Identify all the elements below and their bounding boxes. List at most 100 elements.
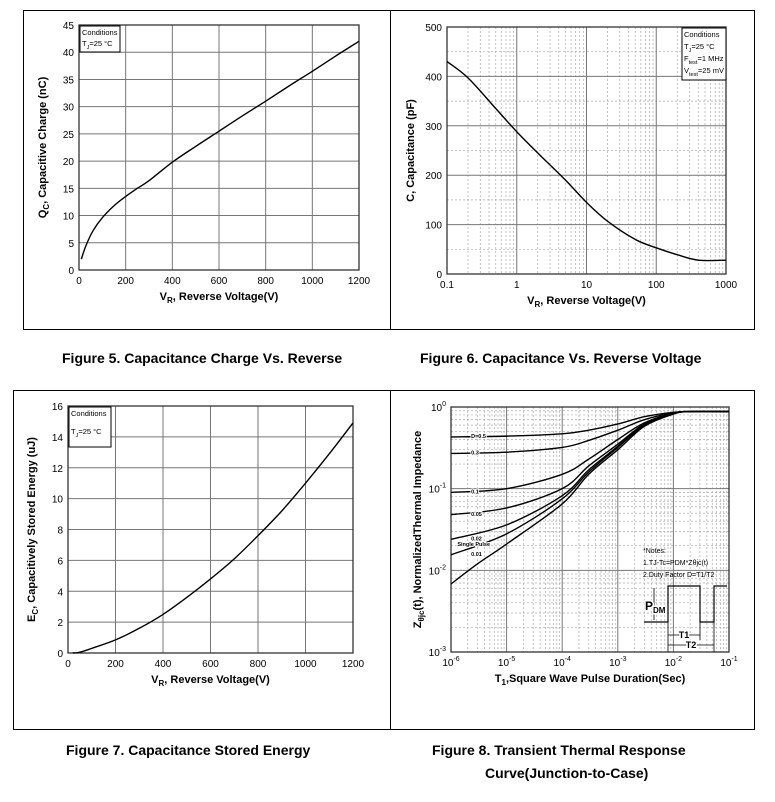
x-tick-label: 10-2	[665, 656, 682, 669]
plot-area-border	[78, 24, 360, 271]
note-line: *Notes:	[643, 548, 666, 555]
y-tick-label: 10-3	[429, 646, 446, 659]
x-tick-label: 200	[107, 659, 124, 670]
x-tick-label: 800	[257, 276, 274, 287]
x-tick-label: 10	[581, 280, 593, 291]
y-tick-label: 5	[68, 239, 74, 250]
y-tick-label: 25	[63, 130, 75, 141]
x-tick-label: 10-1	[720, 656, 737, 669]
series-label: 0.02	[471, 537, 482, 543]
conditions-line: TJ=25 °C	[684, 42, 715, 54]
t2-label: T2	[686, 640, 697, 650]
y-tick-label: 200	[425, 171, 442, 182]
y-axis-title: QC, Capacitive Charge (nC)	[37, 76, 51, 218]
figure-5-caption: Figure 5. Capacitance Charge Vs. Reverse	[62, 350, 343, 366]
series-label: 0.3	[471, 451, 479, 457]
series-line-qc	[80, 40, 360, 260]
figure-6-frame	[390, 10, 755, 330]
y-tick-label: 10-1	[429, 483, 446, 496]
x-tick-label: 600	[211, 276, 228, 287]
y-tick-label: 30	[63, 103, 75, 114]
series-label: Single Pulse	[457, 542, 490, 548]
y-tick-label: 6	[57, 556, 63, 567]
series-line-ec	[72, 422, 354, 654]
conditions-line: TJ=25 °C	[82, 39, 113, 51]
conditions-box	[79, 25, 121, 53]
y-tick-label: 300	[425, 122, 442, 133]
figure-6-caption: Figure 6. Capacitance Vs. Reverse Voltag…	[420, 350, 702, 366]
conditions-line: Conditions	[71, 409, 107, 418]
y-tick-label: 0	[57, 649, 63, 660]
y-tick-label: 0	[436, 270, 442, 281]
x-tick-label: 800	[250, 659, 267, 670]
y-tick-label: 10	[52, 495, 64, 506]
y-tick-label: 20	[63, 157, 75, 168]
x-tick-label: 0	[65, 659, 71, 670]
y-tick-label: 12	[52, 464, 64, 475]
fig8-chart: 10-6 10-5 10-4 10-3 10-2 10-1 10-3 10-2 10-1 100 T…	[412, 401, 738, 687]
y-tick-label: 100	[425, 221, 442, 232]
y-tick-label: 14	[52, 433, 64, 444]
series-line-0-3	[450, 410, 730, 455]
conditions-line: Ftest=1 MHz	[684, 54, 724, 66]
series-line-0-01	[450, 410, 730, 556]
figure-8-caption-line2: Curve(Junction-to-Case)	[485, 765, 649, 781]
series-line-single-pulse	[450, 410, 730, 585]
note-line: 1.TJ-Tc=PDM*Zθjc(t)	[643, 560, 708, 567]
y-axis-title: EC, Capacitively Stored Energy (uJ)	[26, 437, 40, 622]
conditions-box	[681, 27, 727, 81]
x-tick-label: 10-6	[442, 656, 459, 669]
fig6-chart: 0.1 1 10 100 1000 0 100 200 300 400 500 VR, Reverse…	[405, 23, 738, 309]
x-tick-label: 0	[76, 276, 82, 287]
x-tick-label: 600	[202, 659, 219, 670]
x-axis-title: VR, Reverse Voltage(V)	[527, 295, 646, 309]
x-tick-label: 1200	[342, 659, 365, 670]
y-tick-label: 2	[57, 618, 63, 629]
series-line-0-05	[450, 410, 730, 516]
y-axis-title: Zθjc(t), NormalizedThermal Impedance	[412, 431, 426, 628]
x-axis-title: T1,Square Wave Pulse Duration(Sec)	[495, 673, 686, 687]
y-tick-label: 10-2	[429, 564, 446, 577]
x-tick-label: 100	[648, 280, 665, 291]
series-line-0-1	[450, 410, 730, 494]
x-tick-label: 10-5	[498, 656, 515, 669]
y-tick-label: 500	[425, 23, 442, 34]
figure-7-caption: Figure 7. Capacitance Stored Energy	[66, 742, 311, 758]
plot-area-border	[450, 406, 730, 653]
series-label: 0.05	[471, 512, 482, 518]
fig5-chart: 0 200 400 600 800 1000 1200 0 5 10 15 20 25 30 35 40 45 V…	[37, 21, 371, 305]
series-label: D=0.5	[471, 434, 486, 440]
series-line-d-0-5	[450, 410, 730, 438]
plot-area-border	[67, 405, 354, 654]
note-line: 2.Duty Factor D=T1/T2	[643, 572, 714, 579]
conditions-line: Vtest=25 mV	[684, 66, 724, 78]
x-tick-label: 1000	[294, 659, 317, 670]
series-label: 0.01	[471, 552, 482, 558]
y-tick-label: 40	[63, 48, 75, 59]
figure-8-frame	[390, 390, 755, 730]
x-tick-label: 400	[155, 659, 172, 670]
t1-label: T1	[679, 630, 690, 640]
y-tick-label: 16	[52, 402, 64, 413]
plot-area-border	[446, 26, 727, 275]
y-tick-label: 100	[431, 401, 446, 414]
series-line-c	[446, 61, 727, 262]
y-axis-title: C, Capacitance (pF)	[405, 99, 417, 202]
y-tick-label: 10	[63, 212, 75, 223]
x-tick-label: 1	[514, 280, 520, 291]
y-tick-label: 4	[57, 587, 63, 598]
x-axis-title: VR, Reverse Voltage(V)	[160, 291, 279, 305]
x-axis-title: VR, Reverse Voltage(V)	[151, 674, 270, 688]
x-tick-label: 1200	[348, 276, 371, 287]
x-tick-label: 0.1	[440, 280, 454, 291]
conditions-box	[68, 406, 112, 448]
conditions-line: TJ=25 °C	[71, 427, 102, 439]
y-tick-label: 400	[425, 72, 442, 83]
x-tick-label: 1000	[301, 276, 324, 287]
fig7-chart: 0 200 400 600 800 1000 1200 0 2 4 6 8 10 12 14 16 VR, Re…	[26, 402, 365, 688]
y-tick-label: 45	[63, 21, 75, 32]
x-tick-label: 400	[164, 276, 181, 287]
pulse-waveform	[644, 585, 727, 623]
